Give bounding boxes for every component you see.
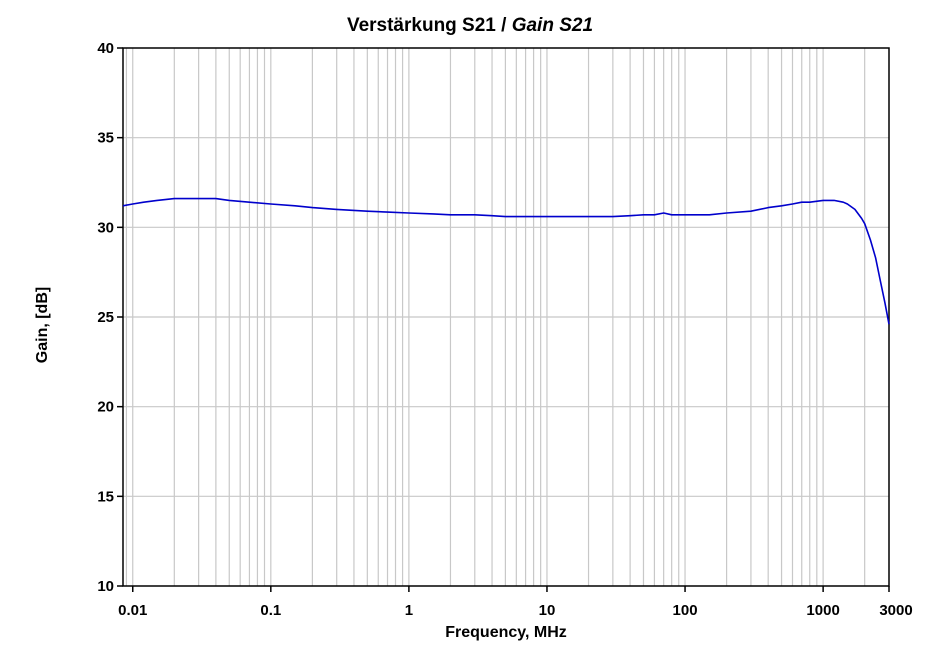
x-tick-label: 100 — [673, 602, 698, 619]
y-tick-label: 10 — [97, 578, 114, 595]
y-tick-label: 30 — [97, 219, 114, 236]
y-axis: 10 15 20 25 30 35 40 — [97, 40, 123, 595]
y-tick-label: 20 — [97, 399, 114, 416]
y-tick-label: 15 — [97, 488, 114, 505]
y-axis-label: Gain, [dB] — [34, 287, 51, 363]
gain-series-line — [122, 197, 890, 325]
x-tick-label: 1 — [405, 602, 413, 619]
x-tick-label: 0.01 — [118, 602, 147, 619]
chart-title-main: Verstärkung S21 / — [347, 15, 512, 36]
y-tick-label: 35 — [97, 130, 114, 147]
y-tick-label: 25 — [97, 309, 114, 326]
chart-title-italic: Gain S21 — [512, 15, 593, 36]
x-tick-label: 3000 — [879, 602, 912, 619]
x-tick-label: 10 — [539, 602, 556, 619]
x-tick-label: 0.1 — [260, 602, 281, 619]
grid — [123, 48, 889, 586]
x-tick-label: 1000 — [806, 602, 839, 619]
chart-title: Verstärkung S21 / Gain S21 — [347, 15, 593, 36]
x-axis: 0.01 0.1 1 10 100 1000 3000 — [118, 586, 913, 619]
x-axis-label: Frequency, MHz — [445, 624, 567, 641]
y-tick-label: 40 — [97, 40, 114, 57]
